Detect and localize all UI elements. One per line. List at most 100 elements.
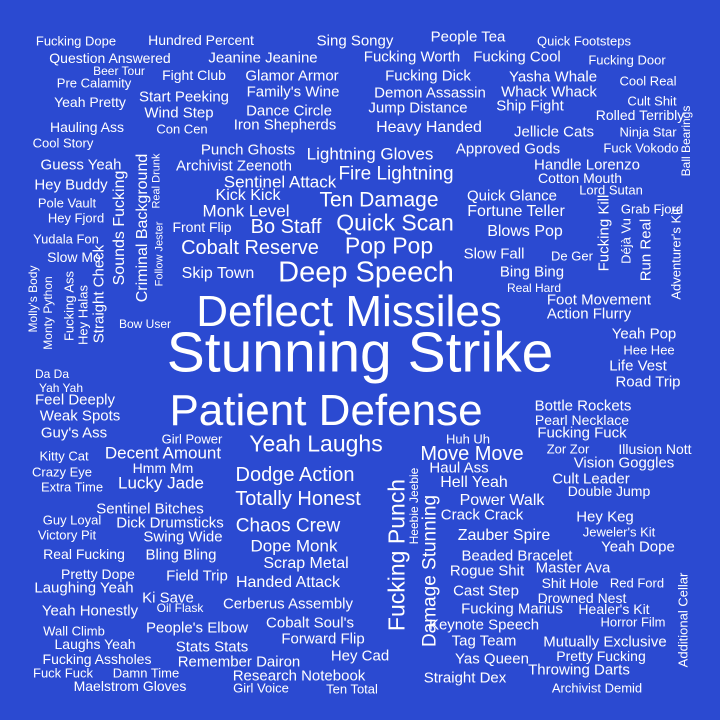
word: Blows Pop xyxy=(487,223,563,240)
word: Crack Crack xyxy=(440,506,524,524)
word: Start Peeking xyxy=(138,88,230,106)
word: Victory Pit xyxy=(37,527,97,543)
word: Fuck Vokodo xyxy=(603,140,679,156)
word: Cobalt Soul's xyxy=(266,614,354,632)
word: Real Drunk xyxy=(150,153,163,209)
word: Yasha Whale xyxy=(508,68,598,86)
word: Patient Defense xyxy=(169,386,483,435)
word: Skip Town xyxy=(181,265,255,282)
word: Family's Wine xyxy=(246,83,340,101)
word: Stats Stats xyxy=(175,638,249,656)
word: Criminal Background xyxy=(134,153,151,303)
word: Red Ford xyxy=(609,575,665,591)
word: Pole Vault xyxy=(37,195,97,211)
word: Dance Circle xyxy=(246,102,332,120)
word: Shit Hole xyxy=(541,575,599,591)
word: Double Jump xyxy=(567,483,651,499)
word: Question Answered xyxy=(49,50,171,66)
word: People Tea xyxy=(430,28,506,46)
word: Totally Honest xyxy=(235,488,361,510)
word: Ki Save xyxy=(142,589,194,607)
word: Pre Calamity xyxy=(56,75,132,91)
word: Sounds Fucking xyxy=(111,170,128,286)
word: Adventurer's Kit xyxy=(668,208,684,300)
word: Field Trip xyxy=(166,567,228,585)
word: Yeah Honestly xyxy=(41,602,139,620)
word: Bing Bing xyxy=(499,263,565,281)
word: Front Flip xyxy=(172,219,232,235)
word: Deflect Missiles xyxy=(196,287,502,336)
word: Stunning Strike xyxy=(166,320,554,385)
word: Sentinel Attack xyxy=(223,172,337,192)
word: Yeah Pop xyxy=(611,325,677,343)
word: Handed Attack xyxy=(235,574,341,591)
word: Heebie Jeebie xyxy=(407,467,421,545)
word: Fucking Marius xyxy=(461,600,563,618)
word: Cast Step xyxy=(453,582,519,600)
word: Weak Spots xyxy=(39,407,121,425)
word: Grab Fjord xyxy=(620,201,684,217)
word: Master Ava xyxy=(535,559,611,577)
word: Huh Uh xyxy=(445,431,491,447)
word: Guy Loyal xyxy=(42,512,102,528)
word: Hey Keg xyxy=(576,508,634,526)
word: Fucking Door xyxy=(588,52,666,68)
word: Lord Sutan xyxy=(579,182,643,198)
word: Whack Whack xyxy=(501,83,597,101)
word: Ship Fight xyxy=(496,97,564,115)
word: Keynote Speech xyxy=(428,616,540,634)
word: Yeah Laughs xyxy=(249,430,383,457)
word: Monk Level xyxy=(202,201,290,221)
word: Déjà Vu xyxy=(618,218,634,264)
word: Pretty Dope xyxy=(61,566,135,582)
word: Dodge Action xyxy=(235,464,355,486)
word: Throwing Darts xyxy=(528,661,630,679)
word: Pop Pop xyxy=(344,232,434,259)
word: Laughing Yeah xyxy=(34,579,134,597)
word: Bow User xyxy=(118,317,172,331)
word: Wind Step xyxy=(144,104,214,122)
word: Jeanine Jeanine xyxy=(208,49,318,67)
word: Zauber Spire xyxy=(457,527,551,544)
word: Slow Mo xyxy=(47,249,101,265)
word: Fucking Ass xyxy=(61,270,77,342)
word: Extra Time xyxy=(40,479,104,495)
word: Cotton Mouth xyxy=(537,170,623,186)
word: Haul Ass xyxy=(429,459,489,477)
word: Ten Damage xyxy=(319,188,439,212)
word: Archivist Demid xyxy=(551,680,643,696)
word: Heavy Handed xyxy=(376,119,482,136)
word: Fucking Kill xyxy=(595,194,613,272)
word: Ten Total xyxy=(326,681,378,697)
word: Bottle Rockets xyxy=(534,397,632,415)
word: Fucking Fuck xyxy=(537,424,627,442)
word: Kitty Cat xyxy=(39,448,89,464)
word: Jeweler's Kit xyxy=(582,524,656,540)
word: Wall Climb xyxy=(43,623,105,639)
word: Swing Wide xyxy=(143,528,223,546)
word: Da Da xyxy=(34,367,70,381)
word: Yah Yah xyxy=(38,381,84,395)
word: Hell Yeah xyxy=(440,474,508,491)
word: Mutually Exclusive xyxy=(543,633,667,651)
word: Guess Yeah xyxy=(40,156,122,174)
word: Pearl Necklace xyxy=(534,412,630,428)
word: Cobalt Reserve xyxy=(181,237,319,259)
word: Punch Ghosts xyxy=(200,141,296,159)
word: De Ger xyxy=(551,248,593,264)
word: Research Notebook xyxy=(232,667,366,685)
word: Fucking Assholes xyxy=(42,651,152,667)
word: Beer Tour xyxy=(93,64,145,78)
word: Chaos Crew xyxy=(235,515,341,537)
word: Real Hard xyxy=(506,281,562,295)
word: Healer's Kit xyxy=(578,601,650,617)
word: Horror Film xyxy=(600,614,666,630)
word: Cerberus Assembly xyxy=(222,595,354,613)
word: Kick Kick xyxy=(215,187,281,204)
word: Lightning Gloves xyxy=(306,144,434,164)
word: Damn Time xyxy=(112,665,180,681)
word: Fucking Punch xyxy=(383,478,410,632)
word: Laughs Yeah xyxy=(54,636,136,652)
word: Run Real xyxy=(637,218,655,282)
word: Con Cen xyxy=(156,121,208,137)
